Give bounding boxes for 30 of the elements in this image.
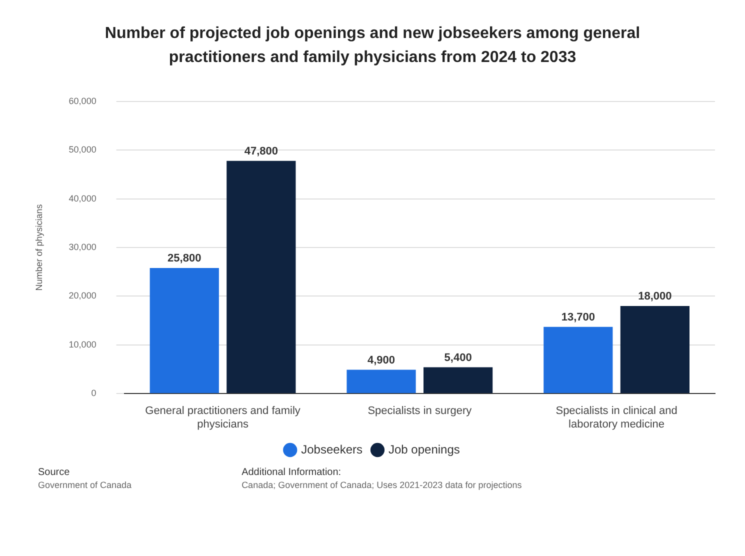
- y-tick-label: 20,000: [68, 290, 96, 301]
- bar: [544, 326, 613, 394]
- data-label: 47,800: [244, 145, 278, 158]
- x-tick-label: Specialists in surgery: [368, 405, 472, 418]
- data-label: 5,400: [444, 352, 472, 364]
- data-label: 18,000: [638, 290, 672, 302]
- y-tick-label: 10,000: [68, 339, 96, 350]
- bar: [346, 370, 416, 394]
- chart-title: Number of projected job openings and new jobseekers among general practitioners and family physicians from 2024 to 2033: [104, 24, 642, 68]
- text: Canada; Government of Canada; Uses 2021-2023 data for projections: [242, 479, 522, 492]
- text: Government of Canada: [38, 479, 132, 492]
- y-tick-label: 0: [91, 388, 96, 398]
- y-tick-label: 30,000: [68, 242, 96, 252]
- y-tick-label: 40,000: [68, 193, 96, 204]
- data-label: 25,800: [168, 252, 202, 264]
- bar: [150, 268, 219, 394]
- bar: [620, 306, 690, 394]
- data-label: 4,900: [368, 354, 396, 366]
- x-tick-label: Specialists in clinical and laboratory medicine: [556, 405, 678, 430]
- legend-label: Jobseekers: [301, 442, 362, 456]
- bar: [424, 367, 493, 394]
- x-tick-label: General practitioners and family physicians: [145, 405, 301, 430]
- y-tick-label: 60,000: [68, 96, 96, 106]
- text: Additional Information:: [242, 466, 342, 479]
- data-label: 13,700: [561, 311, 595, 324]
- legend-label: Job openings: [388, 442, 460, 456]
- bar: [226, 160, 296, 394]
- text: Source: [38, 466, 71, 479]
- y-tick-label: 50,000: [68, 144, 96, 155]
- y-axis-title: Number of physicians: [34, 204, 44, 291]
